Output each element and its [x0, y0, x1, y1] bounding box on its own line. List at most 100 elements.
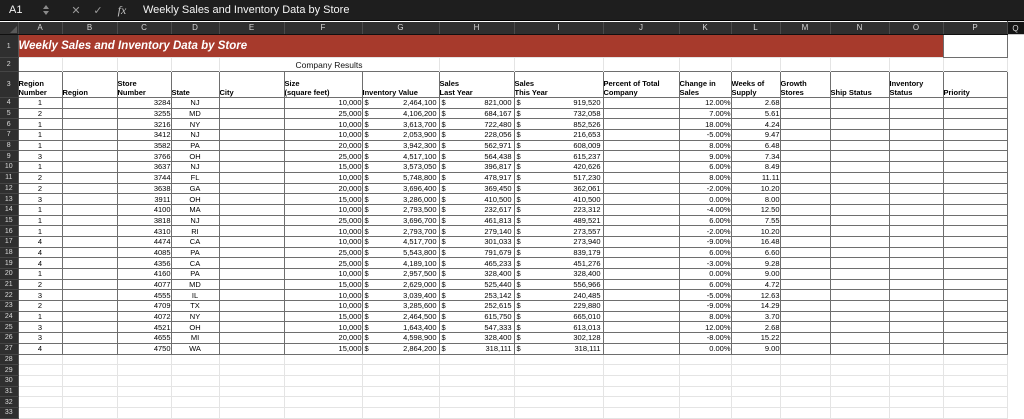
- cell[interactable]: [829, 235, 890, 248]
- cell[interactable]: $253,142: [438, 289, 515, 302]
- cell[interactable]: [361, 374, 440, 387]
- cell[interactable]: [829, 150, 890, 163]
- cell[interactable]: $273,557: [513, 225, 604, 237]
- cell[interactable]: $420,626: [513, 161, 604, 173]
- cell[interactable]: [513, 396, 604, 408]
- row-number[interactable]: 23: [0, 300, 19, 312]
- cell[interactable]: OH: [170, 321, 220, 334]
- column-title[interactable]: Growth Stores: [779, 71, 831, 98]
- column-header-i[interactable]: I: [514, 21, 604, 35]
- column-title[interactable]: Size (square feet): [283, 71, 363, 98]
- cancel-icon[interactable]: ✕: [71, 4, 81, 17]
- cell[interactable]: [829, 246, 890, 259]
- cell[interactable]: [61, 374, 118, 387]
- cell[interactable]: 3766: [116, 150, 172, 163]
- cell[interactable]: [829, 278, 890, 291]
- cell[interactable]: [218, 129, 285, 141]
- cell[interactable]: [602, 150, 680, 163]
- cell[interactable]: [730, 406, 781, 419]
- cell[interactable]: 9.28: [730, 257, 781, 269]
- cell[interactable]: [602, 353, 680, 366]
- cell[interactable]: [218, 310, 285, 323]
- cell[interactable]: [779, 161, 831, 173]
- cell[interactable]: $362,061: [513, 182, 604, 195]
- spinner-up-icon[interactable]: [43, 5, 49, 9]
- cell[interactable]: [218, 342, 285, 355]
- cell[interactable]: $732,058: [513, 107, 604, 120]
- cell[interactable]: [283, 385, 363, 398]
- cell[interactable]: [888, 225, 944, 237]
- cell[interactable]: [829, 342, 890, 355]
- cell[interactable]: [942, 182, 1008, 195]
- cell[interactable]: 15,000: [283, 310, 363, 323]
- cell[interactable]: [829, 321, 890, 334]
- cell[interactable]: 4100: [116, 203, 172, 216]
- cell[interactable]: 20,000: [283, 139, 363, 152]
- cell[interactable]: 8.00%: [678, 310, 732, 323]
- cell[interactable]: [942, 310, 1008, 323]
- cell[interactable]: [888, 353, 944, 366]
- cell[interactable]: [779, 129, 831, 141]
- cell[interactable]: 4521: [116, 321, 172, 334]
- cell[interactable]: [779, 396, 831, 408]
- cell[interactable]: $229,880: [513, 300, 604, 312]
- cell[interactable]: [1007, 215, 1024, 226]
- cell[interactable]: [218, 246, 285, 259]
- cell[interactable]: $3,942,300: [361, 139, 440, 152]
- row-number[interactable]: 14: [0, 204, 19, 216]
- cell[interactable]: 6.00%: [678, 161, 732, 173]
- cell[interactable]: [942, 353, 1008, 366]
- sheet-title-cell[interactable]: Weekly Sales and Inventory Data by Store: [18, 34, 943, 58]
- cell[interactable]: [829, 289, 890, 302]
- cell[interactable]: $461,813: [438, 214, 515, 227]
- cell[interactable]: $3,573,050: [361, 161, 440, 173]
- column-header-g[interactable]: G: [362, 21, 440, 35]
- cell[interactable]: [942, 34, 1008, 58]
- cell[interactable]: [17, 396, 63, 408]
- column-title[interactable]: Sales Last Year: [438, 71, 515, 98]
- cell[interactable]: 1: [17, 161, 63, 173]
- cell[interactable]: $4,517,700: [361, 235, 440, 248]
- cell[interactable]: [602, 278, 680, 291]
- column-title[interactable]: Ship Status: [829, 71, 890, 98]
- cell[interactable]: [602, 321, 680, 334]
- cell[interactable]: [1007, 332, 1024, 344]
- cell[interactable]: -4.00%: [678, 203, 732, 216]
- cell[interactable]: IL: [170, 289, 220, 302]
- cell[interactable]: $328,400: [438, 268, 515, 280]
- row-number[interactable]: 21: [0, 279, 19, 291]
- cell[interactable]: [779, 246, 831, 259]
- cell[interactable]: [61, 385, 118, 398]
- cell[interactable]: [942, 321, 1008, 334]
- cell[interactable]: 7.34: [730, 150, 781, 163]
- name-box-spinner[interactable]: [43, 5, 49, 15]
- cell[interactable]: [283, 353, 363, 366]
- cell[interactable]: 9.00: [730, 342, 781, 355]
- cell[interactable]: [678, 385, 732, 398]
- cell[interactable]: [283, 396, 363, 408]
- cell[interactable]: [513, 406, 604, 419]
- cell[interactable]: [888, 57, 944, 72]
- cell[interactable]: 4474: [116, 235, 172, 248]
- cell[interactable]: [779, 353, 831, 366]
- cell[interactable]: [218, 214, 285, 227]
- cell[interactable]: [888, 214, 944, 227]
- cell[interactable]: [779, 182, 831, 195]
- cell[interactable]: [218, 235, 285, 248]
- cell[interactable]: [602, 374, 680, 387]
- cell[interactable]: [1007, 97, 1024, 109]
- cell[interactable]: [942, 107, 1008, 120]
- cell[interactable]: $615,237: [513, 150, 604, 163]
- cell[interactable]: [61, 332, 118, 344]
- cell[interactable]: [61, 310, 118, 323]
- cell[interactable]: [17, 374, 63, 387]
- cell[interactable]: 4356: [116, 257, 172, 269]
- cell[interactable]: [942, 139, 1008, 152]
- cell[interactable]: [170, 385, 220, 398]
- cell[interactable]: 15,000: [283, 161, 363, 173]
- cell[interactable]: [602, 139, 680, 152]
- cell[interactable]: [942, 342, 1008, 355]
- cell[interactable]: $216,653: [513, 129, 604, 141]
- cell[interactable]: [218, 161, 285, 173]
- cell[interactable]: MD: [170, 107, 220, 120]
